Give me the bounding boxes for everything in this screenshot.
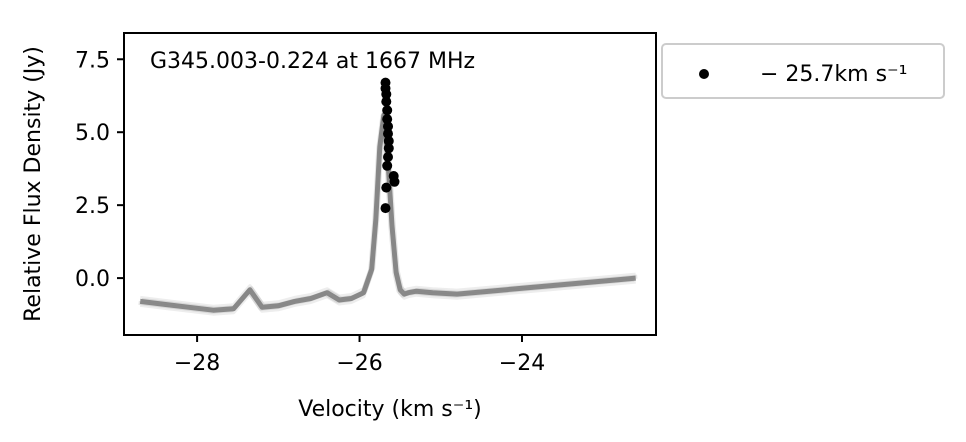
peak-point <box>389 176 400 187</box>
peak-point <box>381 96 392 107</box>
peak-point <box>382 114 393 125</box>
y-tick-label: 7.5 <box>75 48 110 73</box>
y-tick-label: 5.0 <box>75 121 110 146</box>
peak-point <box>383 152 393 162</box>
peak-point <box>383 128 393 139</box>
peak-point <box>380 203 391 214</box>
legend-marker-dot <box>699 69 709 79</box>
legend-frame <box>661 43 945 99</box>
peak-point <box>383 143 394 154</box>
peak-point <box>382 105 393 116</box>
peak-point <box>381 89 392 100</box>
spectrum-trace-0 <box>139 112 636 313</box>
x-tick-label: −28 <box>174 351 220 376</box>
peak-point <box>383 121 393 132</box>
chart-annotation: G345.003-0.224 at 1667 MHz <box>150 49 475 74</box>
peak-point <box>381 182 392 193</box>
x-tick-label: −24 <box>499 351 545 376</box>
peak-point <box>383 136 394 146</box>
x-axis-label: Velocity (km s⁻¹) <box>298 397 482 422</box>
peak-points <box>380 77 400 214</box>
x-axis-ticks: −28 −26 −24 <box>174 335 545 376</box>
legend-entry-label: − 25.7km s⁻¹ <box>760 62 907 87</box>
y-axis-ticks: 0.0 2.5 5.0 7.5 <box>75 48 124 292</box>
y-tick-label: 2.5 <box>75 194 110 219</box>
spectrum-traces <box>138 109 638 316</box>
legend: − 25.7km s⁻¹ <box>661 43 945 99</box>
peak-point <box>382 160 393 171</box>
y-tick-label: 0.0 <box>75 267 110 292</box>
y-axis-label: Relative Flux Density (Jy) <box>21 46 46 322</box>
plot-frame <box>123 32 657 336</box>
x-tick-label: −26 <box>336 351 382 376</box>
